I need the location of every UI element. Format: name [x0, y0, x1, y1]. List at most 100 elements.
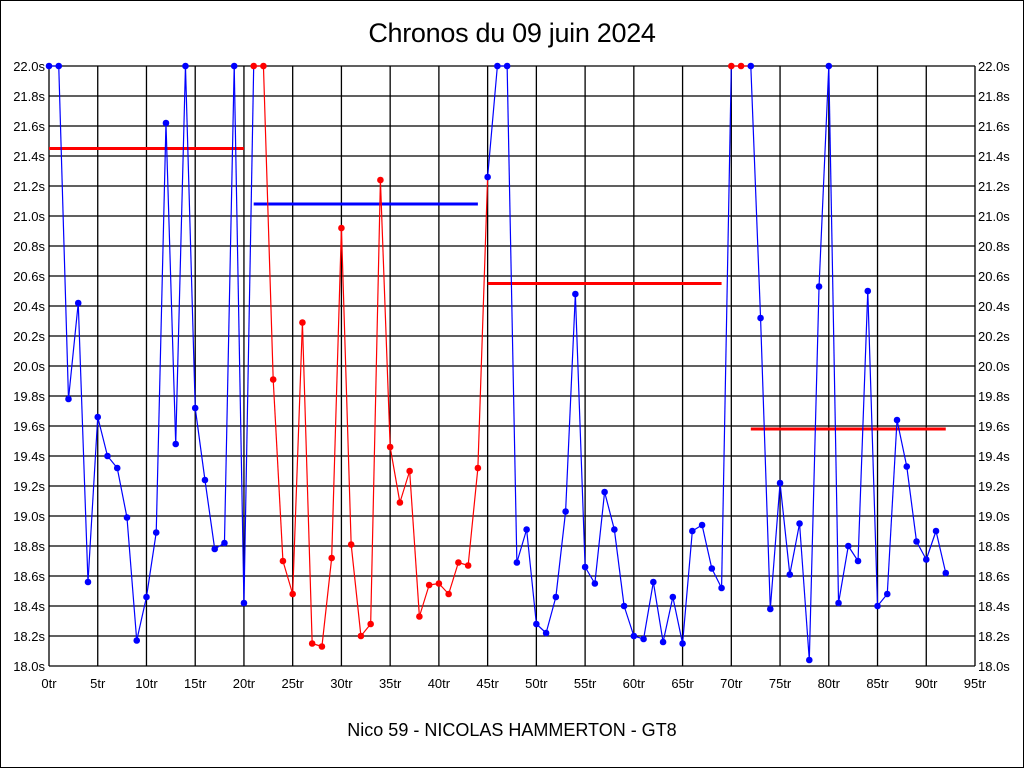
x-tick-label: 70tr	[720, 676, 743, 691]
x-tick-label: 95tr	[964, 676, 987, 691]
data-point-blue	[143, 593, 150, 601]
data-point-blue	[84, 578, 92, 586]
y-tick-label-right: 20.2s	[978, 329, 1010, 344]
series-segment	[262, 65, 274, 380]
series-segment	[97, 416, 109, 457]
y-tick-label-right: 19.2s	[978, 479, 1010, 494]
y-tick-label-right: 20.0s	[978, 359, 1010, 374]
data-point-blue	[65, 395, 72, 403]
x-tick-label: 80tr	[818, 676, 841, 691]
data-point-blue	[123, 514, 131, 521]
y-tick-label-left: 21.0s	[13, 209, 45, 224]
data-point-red	[455, 559, 462, 566]
series-segment	[477, 176, 489, 469]
series-segment	[155, 122, 167, 533]
data-point-blue	[767, 605, 774, 613]
y-tick-label-right: 21.8s	[978, 89, 1010, 104]
y-tick-label-left: 20.6s	[13, 269, 45, 284]
y-tick-label-right: 21.6s	[978, 119, 1010, 134]
data-point-blue	[864, 287, 872, 295]
data-point-blue	[172, 440, 180, 448]
series-segment	[526, 529, 537, 625]
y-tick-label-left: 21.2s	[13, 179, 45, 194]
data-point-blue	[484, 173, 491, 181]
series-segment	[545, 596, 557, 634]
data-point-blue	[844, 542, 852, 550]
x-tick-label: 45tr	[476, 676, 499, 691]
grid	[48, 65, 976, 667]
data-point-red	[377, 176, 384, 184]
series-segment	[116, 467, 128, 518]
series-segment	[604, 491, 615, 530]
data-point-red	[260, 62, 267, 70]
series-segment	[136, 596, 148, 641]
data-point-blue	[94, 413, 102, 421]
y-tick-label-right: 20.8s	[978, 239, 1010, 254]
y-tick-label-left: 18.0s	[13, 659, 45, 674]
data-point-blue	[757, 314, 764, 322]
data-point-blue	[240, 599, 248, 607]
data-point-blue	[776, 479, 784, 487]
data-point-blue	[630, 632, 638, 640]
series-segment	[594, 491, 606, 584]
data-point-blue	[152, 529, 160, 536]
data-point-blue	[581, 563, 589, 571]
average-lines	[49, 147, 946, 431]
series-segment	[516, 529, 528, 563]
data-point-blue	[893, 416, 901, 424]
series-segment	[886, 419, 898, 595]
series-segment	[769, 482, 781, 610]
x-tick-label: 65tr	[671, 676, 694, 691]
data-point-blue	[104, 452, 111, 460]
data-point-blue	[620, 602, 628, 610]
y-tick-label-right: 19.4s	[978, 449, 1010, 464]
y-tick-label-left: 19.0s	[13, 509, 45, 524]
x-tick-label: 85tr	[866, 676, 889, 691]
data-point-blue	[922, 556, 930, 563]
x-tick-label: 60tr	[623, 676, 646, 691]
y-tick-label-right: 20.4s	[978, 299, 1010, 314]
data-point-red	[299, 319, 306, 326]
data-point-blue	[796, 520, 803, 527]
data-point-blue	[854, 557, 862, 565]
data-point-blue	[562, 508, 569, 515]
series-segment	[243, 65, 255, 604]
data-point-red	[396, 499, 404, 506]
series-segment	[321, 557, 333, 647]
series-segment	[779, 482, 791, 575]
y-tick-label-left: 21.6s	[13, 119, 45, 134]
data-point-blue	[513, 559, 521, 566]
y-tick-label-right: 19.6s	[978, 419, 1010, 434]
data-point-blue	[815, 283, 823, 290]
series-segment	[828, 65, 840, 604]
data-point-blue	[211, 545, 219, 553]
series-segment	[399, 470, 411, 503]
data-point-red	[464, 562, 472, 569]
y-tick-label-left: 20.4s	[13, 299, 45, 314]
data-point-blue	[523, 526, 530, 533]
data-point-red	[435, 580, 443, 587]
series-segment	[145, 532, 157, 598]
y-tick-label-right: 21.0s	[978, 209, 1010, 224]
y-tick-label-right: 20.6s	[978, 269, 1010, 284]
data-point-blue	[591, 580, 599, 587]
y-tick-label-left: 20.0s	[13, 359, 45, 374]
series-segment	[613, 529, 625, 607]
data-point-blue	[494, 62, 501, 70]
y-tick-label-right: 21.4s	[978, 149, 1010, 164]
data-point-blue	[533, 620, 540, 628]
y-tick-label-left: 18.8s	[13, 539, 45, 554]
series-segment	[935, 530, 947, 574]
series-segment	[292, 322, 304, 595]
series-segment	[87, 416, 99, 583]
data-point-red	[357, 632, 365, 640]
series-segment	[418, 584, 430, 617]
y-tick-label-left: 19.4s	[13, 449, 45, 464]
series-segment	[798, 523, 810, 661]
series-segment	[379, 179, 391, 448]
data-point-red	[328, 554, 335, 562]
data-point-blue	[786, 571, 794, 578]
data-point-blue	[542, 629, 550, 637]
data-point-blue	[74, 299, 82, 307]
